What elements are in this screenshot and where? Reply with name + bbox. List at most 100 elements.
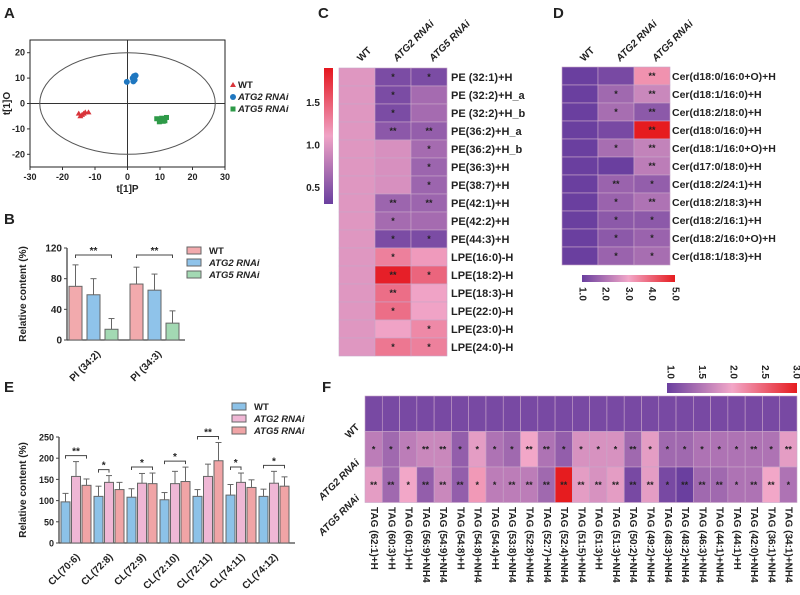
heatmap-cell [561,66,599,86]
significance-stars: * [427,234,431,244]
legend-swatch [186,270,202,279]
significance-stars: * [614,444,618,454]
column-label: TAG (52:4)+NH4 [558,507,569,583]
heatmap-cell [537,395,556,432]
heatmap-cell [554,395,573,432]
row-label: PE(36:3)+H [451,162,509,174]
heatmap-cell [658,395,677,432]
x-tick-label: -30 [23,172,36,182]
significance-stars: * [391,342,395,352]
significance-stars: * [427,342,431,352]
bar [269,482,279,544]
legend-label: ATG5 RNAi [208,270,260,281]
heatmap-cell [675,395,694,432]
significance-stars: * [406,480,410,490]
y-tick-label: 100 [39,496,54,506]
significance-stars: ** [389,288,397,298]
heatmap-cell [561,228,599,248]
heatmap-cell [338,265,376,285]
heatmap-cell [338,175,376,195]
heatmap-cell [561,156,599,176]
panel-letter: B [4,211,15,228]
significance-stars: ** [387,480,395,490]
heatmap-cell [561,174,599,194]
heatmap-cell [338,103,376,123]
significance-stars: ** [698,480,706,490]
colorbar-tick-label: 3.0 [790,365,800,379]
significance-stars: * [614,233,618,243]
column-label: TAG (49:2)+NH4 [644,507,655,583]
heatmap-cell [410,283,448,303]
atg5-point [159,115,165,121]
y-tick-label: 250 [39,433,54,443]
bar [104,328,119,341]
y-tick-label: 120 [45,244,62,255]
row-label: Cer(d18:1/16:0+O)+H [672,143,776,155]
heatmap-cell [338,229,376,249]
significance-stars: * [391,216,395,226]
x-tick-label: -10 [88,172,101,182]
legend-label: WT [209,246,224,257]
heatmap-cell [338,157,376,177]
significance-stars: ** [648,197,656,207]
significance-stars: ** [151,246,159,257]
atg5-point [156,119,162,125]
significance-stars: * [458,444,462,454]
row-label: LPE(16:0)-H [451,252,513,264]
significance-stars: * [493,444,497,454]
significance-stars: ** [647,480,655,490]
colorbar [324,68,333,204]
bar [246,486,257,544]
significance-stars: * [427,324,431,334]
significance-bracket [197,436,219,440]
column-label: TAG (34:1)+NH4 [783,507,794,583]
significance-stars: * [769,444,773,454]
significance-stars: * [650,233,654,243]
bar [170,483,180,544]
column-label: TAG (54:9)+NH4 [437,507,448,583]
heatmap-cell [693,395,711,432]
column-label: TAG (44:1)+H [731,507,742,570]
legend-label: ATG2 RNAi [253,414,305,425]
heatmap-cell [597,120,635,140]
heatmap-cell [520,395,539,432]
heatmap-cell [410,247,448,267]
significance-stars: * [102,461,106,472]
significance-stars: * [427,144,431,154]
column-label: TAG (36:1)+NH4 [765,507,776,583]
significance-stars: * [666,480,670,490]
heatmap-cell [762,395,781,432]
significance-bracket [98,469,110,473]
heatmap-cell [561,84,599,104]
colorbar-tick-label: 1.5 [306,98,320,109]
significance-stars: ** [648,161,656,171]
significance-stars: ** [785,444,793,454]
row-label: Cer(d18:2/18:3)+H [672,197,762,209]
significance-stars: ** [750,480,758,490]
y-tick-label: 150 [39,475,54,485]
atg5-point [154,116,160,122]
colorbar-tick-label: 5.0 [669,287,680,301]
heatmap-cell [338,67,376,87]
significance-stars: * [493,480,497,490]
significance-stars: ** [508,480,516,490]
significance-bracket [164,460,186,465]
significance-stars: ** [370,480,378,490]
row-label: LPE(24:0)-H [451,342,513,354]
bar [129,283,144,341]
row-label: PE (32:2)+H_a [451,90,526,102]
significance-stars: ** [648,89,656,99]
significance-bracket [263,464,285,469]
significance-stars: ** [422,480,430,490]
heatmap-cell [416,395,435,432]
y-tick-label: -10 [12,124,25,134]
column-label: TAG (51:3)+H [593,507,604,570]
heatmap-cell [374,175,412,195]
heatmap-cell [338,301,376,321]
row-label: Cer(d18:1/16:0)+H [672,89,762,101]
significance-stars: * [700,444,704,454]
y-axis-label: t[1]O [2,92,13,116]
legend-label: ATG5 RNAi [237,104,289,115]
x-axis-label: t[1]P [116,184,139,195]
row-label: Cer(d18:0/16:0)+H [672,125,762,137]
